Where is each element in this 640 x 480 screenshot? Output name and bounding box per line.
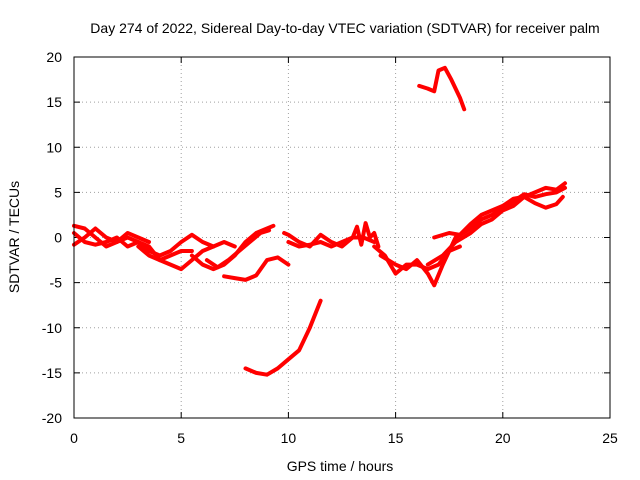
series-line-track-7 [222, 255, 291, 282]
y-tick-label: -5 [50, 275, 63, 291]
x-tick-label: 15 [388, 430, 404, 446]
grid-lines [74, 57, 610, 418]
y-tick-label: 15 [46, 94, 62, 110]
x-tick-label: 10 [281, 430, 297, 446]
x-tick-label: 0 [70, 430, 78, 446]
series-line-track-9 [286, 221, 381, 249]
plot-frame [73, 56, 611, 419]
y-tick-label: 10 [46, 139, 62, 155]
y-tick-label: -15 [42, 365, 62, 381]
x-tick-label: 5 [177, 430, 185, 446]
chart-title: Day 274 of 2022, Sidereal Day-to-day VTE… [90, 20, 599, 36]
y-axis-label: SDTVAR / TECUs [6, 181, 22, 293]
x-tick-label: 25 [602, 430, 618, 446]
series-line-track-2 [72, 226, 216, 258]
data-series [72, 65, 567, 377]
series-line-track-6 [204, 228, 272, 270]
y-tick-label: 5 [54, 184, 62, 200]
y-tick-label: 20 [46, 49, 62, 65]
series-line-track-15 [243, 298, 323, 377]
series-line-track-14 [479, 185, 567, 222]
x-axis-label: GPS time / hours [287, 458, 394, 474]
y-tick-label: 0 [54, 230, 62, 246]
x-tick-label: 20 [495, 430, 511, 446]
series-line-track-16 [417, 65, 467, 112]
y-tick-label: -10 [42, 320, 62, 336]
y-tick-label: -20 [42, 410, 62, 426]
series-line-track-13 [432, 194, 565, 240]
series-line-track-3 [136, 244, 194, 263]
series-line-track-4 [72, 223, 151, 249]
